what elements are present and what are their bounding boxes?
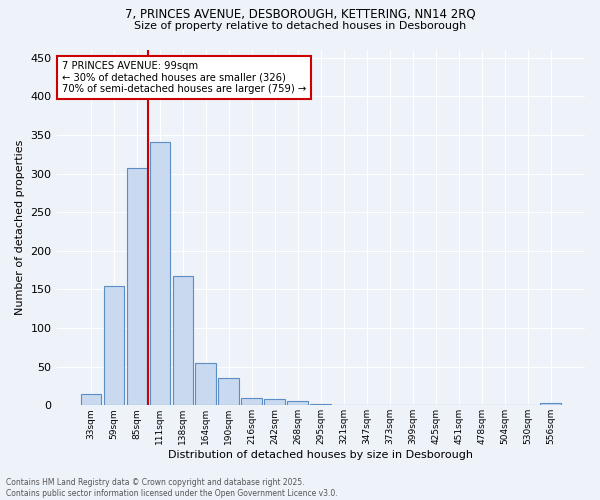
Bar xyxy=(149,142,170,406)
Text: Size of property relative to detached houses in Desborough: Size of property relative to detached ho… xyxy=(134,21,466,31)
Text: 7 PRINCES AVENUE: 99sqm
← 30% of detached houses are smaller (326)
70% of semi-d: 7 PRINCES AVENUE: 99sqm ← 30% of detache… xyxy=(62,60,306,94)
Bar xyxy=(540,403,561,406)
Bar xyxy=(80,394,101,406)
Text: Contains HM Land Registry data © Crown copyright and database right 2025.
Contai: Contains HM Land Registry data © Crown c… xyxy=(6,478,338,498)
Bar xyxy=(265,399,285,406)
X-axis label: Distribution of detached houses by size in Desborough: Distribution of detached houses by size … xyxy=(168,450,473,460)
Bar xyxy=(173,276,193,406)
Bar xyxy=(310,404,331,406)
Bar xyxy=(241,398,262,406)
Y-axis label: Number of detached properties: Number of detached properties xyxy=(15,140,25,316)
Bar xyxy=(196,363,216,406)
Bar xyxy=(287,400,308,406)
Bar xyxy=(127,168,147,406)
Text: 7, PRINCES AVENUE, DESBOROUGH, KETTERING, NN14 2RQ: 7, PRINCES AVENUE, DESBOROUGH, KETTERING… xyxy=(125,8,475,20)
Bar xyxy=(218,378,239,406)
Bar xyxy=(356,404,377,406)
Bar xyxy=(104,286,124,406)
